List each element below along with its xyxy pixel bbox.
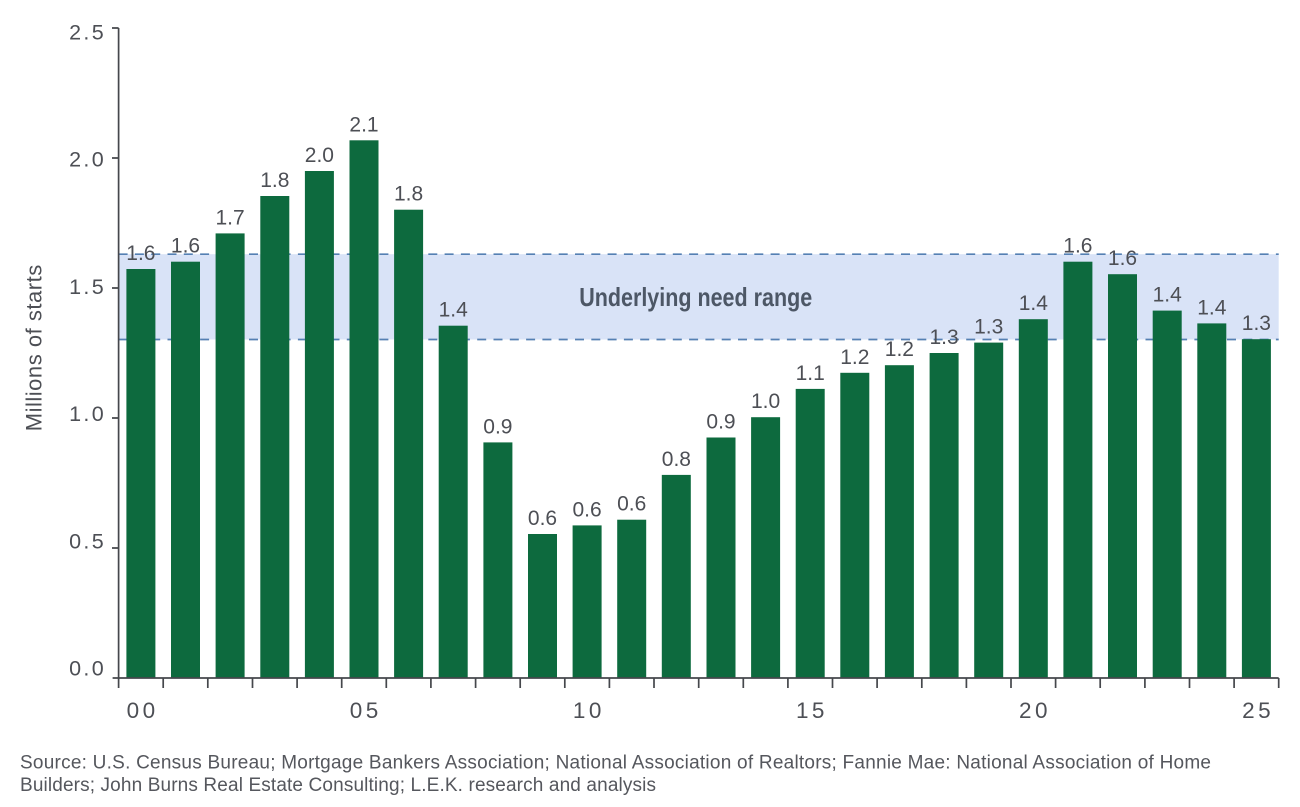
svg-text:1.4: 1.4 (1197, 296, 1227, 319)
svg-text:1.5: 1.5 (69, 275, 104, 299)
svg-text:0.8: 0.8 (662, 448, 691, 471)
svg-text:1.2: 1.2 (840, 346, 869, 369)
svg-text:1.6: 1.6 (1063, 235, 1092, 258)
svg-text:Underlying need range: Underlying need range (579, 282, 812, 312)
svg-text:2.5: 2.5 (69, 20, 104, 44)
svg-text:1.1: 1.1 (796, 362, 825, 385)
svg-text:1.3: 1.3 (974, 316, 1003, 339)
svg-text:Builders; John Burns Real Esta: Builders; John Burns Real Estate Consult… (20, 775, 656, 796)
svg-text:1.6: 1.6 (126, 242, 155, 265)
svg-text:0.6: 0.6 (572, 498, 601, 521)
svg-text:1.0: 1.0 (69, 402, 104, 426)
svg-text:1.4: 1.4 (1019, 292, 1049, 315)
svg-text:1.7: 1.7 (215, 206, 244, 229)
svg-text:0.6: 0.6 (617, 493, 646, 516)
svg-text:1.0: 1.0 (751, 390, 780, 413)
svg-text:0.9: 0.9 (706, 411, 735, 434)
svg-text:1.3: 1.3 (929, 326, 958, 349)
svg-text:Source: U.S. Census Bureau; Mo: Source: U.S. Census Bureau; Mortgage Ban… (20, 753, 1211, 774)
svg-text:2.1: 2.1 (349, 113, 378, 136)
svg-text:1.4: 1.4 (439, 299, 469, 322)
svg-text:1.3: 1.3 (1242, 312, 1271, 335)
svg-text:1.8: 1.8 (394, 183, 423, 206)
svg-text:1.8: 1.8 (260, 169, 289, 192)
svg-text:0.0: 0.0 (69, 657, 104, 681)
svg-text:0.9: 0.9 (483, 415, 512, 438)
svg-text:Millions of starts: Millions of starts (22, 265, 47, 432)
svg-text:2.0: 2.0 (305, 144, 334, 167)
svg-text:0.5: 0.5 (69, 530, 104, 554)
svg-text:1.4: 1.4 (1153, 284, 1183, 307)
svg-text:0.6: 0.6 (528, 507, 557, 530)
svg-text:1.2: 1.2 (885, 338, 914, 361)
svg-text:2.0: 2.0 (69, 148, 104, 172)
svg-text:1.6: 1.6 (1108, 247, 1137, 270)
svg-text:1.6: 1.6 (171, 235, 200, 258)
